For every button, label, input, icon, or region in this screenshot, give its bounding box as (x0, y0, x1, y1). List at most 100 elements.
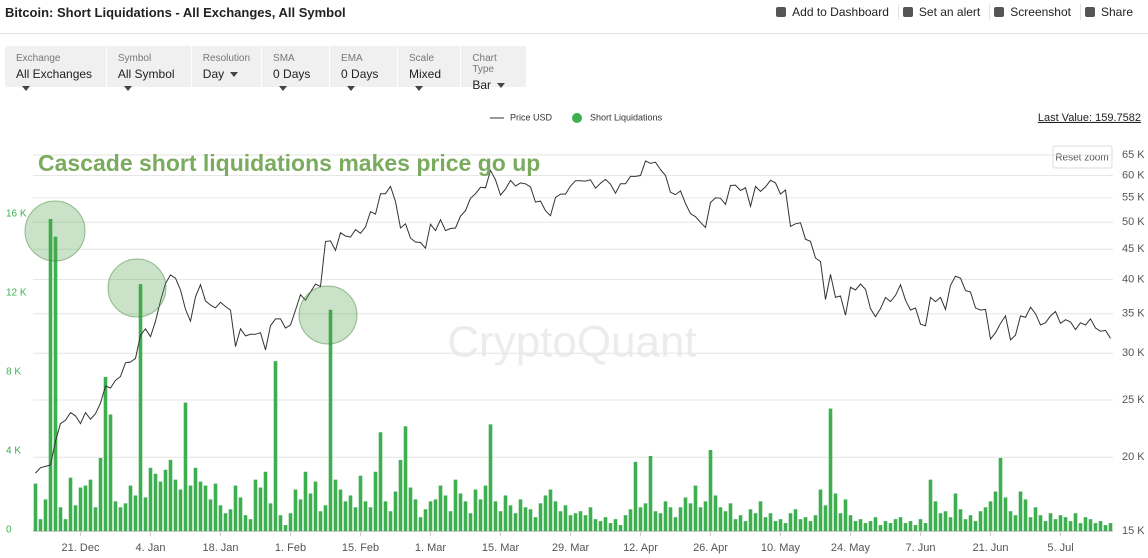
dropdown-label: Chart Type (472, 53, 497, 75)
y2-tick-label: 65 K (1122, 149, 1145, 161)
x-tick-label: 21. Jun (972, 542, 1008, 554)
bar (833, 493, 838, 531)
last-value: Last Value: 159.7582 (1038, 112, 1141, 124)
bar (443, 495, 448, 531)
bar (1108, 523, 1113, 531)
dropdown-value[interactable]: All Symbol (118, 67, 180, 95)
price-line (35, 160, 1111, 474)
bar (1073, 513, 1078, 531)
bar (353, 507, 358, 531)
bar (53, 236, 58, 531)
dropdown[interactable]: Exchange All Exchanges (5, 46, 107, 87)
dropdown-label: Scale (409, 53, 435, 64)
bar (228, 509, 233, 531)
bar (333, 479, 338, 531)
tool-button[interactable]: Screenshot (989, 4, 1080, 20)
dropdown[interactable]: SMA 0 Days (262, 46, 331, 87)
y2-tick-label: 55 K (1122, 192, 1145, 204)
bar (633, 461, 638, 531)
bar (193, 467, 198, 531)
dropdown[interactable]: EMA 0 Days (330, 46, 399, 87)
y-tick-label: 0 (6, 525, 12, 536)
x-tick-label: 10. May (761, 542, 801, 554)
bar (238, 497, 243, 531)
bar (508, 505, 513, 531)
bar (78, 487, 83, 531)
dropdown-value[interactable]: Day (203, 67, 238, 81)
bar (263, 471, 268, 531)
tool-button[interactable]: Share (1079, 4, 1142, 20)
bar (368, 507, 373, 531)
bar (243, 515, 248, 531)
dropdown-value[interactable]: 0 Days (341, 67, 386, 95)
bar (33, 483, 38, 531)
y2-tick-label: 45 K (1122, 243, 1145, 255)
x-tick-label: 15. Feb (342, 542, 379, 554)
bar (573, 513, 578, 531)
bar (888, 523, 893, 531)
x-tick-label: 29. Mar (552, 542, 590, 554)
bar (618, 525, 623, 531)
bar (908, 521, 913, 531)
bar (123, 503, 128, 531)
bar (463, 501, 468, 531)
bar (468, 513, 473, 531)
y2-tick-label: 30 K (1122, 347, 1145, 359)
bar (298, 499, 303, 531)
bar (1058, 515, 1063, 531)
bar (1028, 517, 1033, 531)
bar (498, 511, 503, 531)
bar (593, 519, 598, 531)
tool-button[interactable]: Add to Dashboard (772, 4, 898, 20)
dropdown-label: Symbol (117, 53, 152, 64)
dropdown[interactable]: Symbol All Symbol (107, 46, 192, 87)
bar (473, 489, 478, 531)
dropdown[interactable]: Resolution Day (192, 46, 263, 87)
dropdown-value[interactable]: 0 Days (273, 67, 318, 95)
bar (1063, 517, 1068, 531)
bar (58, 507, 63, 531)
bar (1013, 515, 1018, 531)
bar (208, 499, 213, 531)
bar (183, 402, 188, 531)
dropdown[interactable]: Chart Type Bar (461, 46, 527, 92)
bar (413, 499, 418, 531)
dropdown-value[interactable]: All Exchanges (16, 67, 95, 95)
page-title: Bitcoin: Short Liquidations - All Exchan… (5, 5, 346, 20)
bar (728, 503, 733, 531)
bar (358, 475, 363, 531)
y2-tick-label: 25 K (1122, 394, 1145, 406)
bar (713, 495, 718, 531)
bar (1043, 521, 1048, 531)
x-tick-label: 12. Apr (623, 542, 658, 554)
bar (248, 519, 253, 531)
bar (853, 521, 858, 531)
legend-symbol (572, 113, 583, 123)
bar (458, 493, 463, 531)
dropdown-value[interactable]: Bar (472, 78, 505, 92)
bar (448, 511, 453, 531)
bar (828, 408, 833, 531)
bar (718, 507, 723, 531)
reset-zoom-label[interactable]: Reset zoom (1055, 153, 1108, 164)
bar (768, 513, 773, 531)
bar (603, 517, 608, 531)
reset-zoom-button[interactable] (1052, 145, 1113, 169)
bar (868, 521, 873, 531)
y2-tick-label: 20 K (1122, 451, 1145, 463)
bar (933, 501, 938, 531)
bar (958, 509, 963, 531)
bar (558, 511, 563, 531)
dropdown-value[interactable]: Mixed (409, 67, 449, 95)
bar (523, 507, 528, 531)
bar (948, 517, 953, 531)
dropdown-label: EMA (341, 53, 363, 64)
bar (988, 501, 993, 531)
tool-button[interactable]: Set an alert (897, 4, 989, 20)
bar (808, 521, 813, 531)
bar (483, 485, 488, 531)
bar (778, 519, 783, 531)
dropdown[interactable]: Scale Mixed (398, 46, 462, 87)
bar (653, 511, 658, 531)
bar (998, 457, 1003, 531)
